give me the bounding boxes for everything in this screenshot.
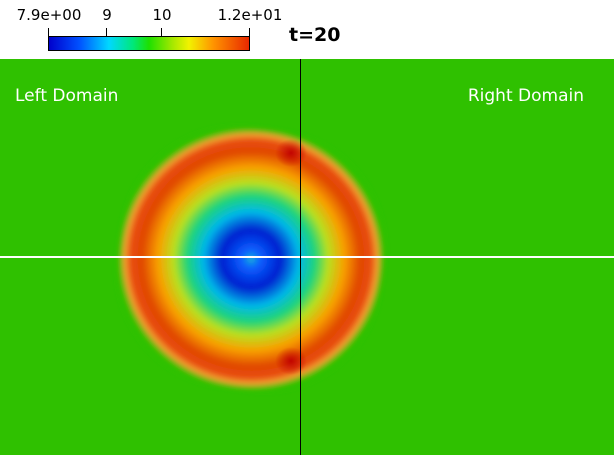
footer-margin xyxy=(0,455,614,476)
colorbar-tick-min: 7.9e+00 xyxy=(16,6,82,24)
right-domain-label: Right Domain xyxy=(467,86,584,106)
colorbar-header: 7.9e+00 9 10 1.2e+01 t=20 xyxy=(0,0,614,59)
colorbar-tick-max: 1.2e+01 xyxy=(217,6,283,24)
field-blob xyxy=(116,126,386,392)
colorbar-tick-9: 9 xyxy=(102,6,112,24)
colorbar-gradient xyxy=(48,36,250,51)
colorbar-tick-mark-10 xyxy=(161,28,162,36)
left-domain-label: Left Domain xyxy=(15,86,119,106)
hotspot-bottom xyxy=(275,347,307,375)
scalar-field-plot xyxy=(0,59,614,455)
hotspot-top xyxy=(275,139,307,167)
render-viewport[interactable]: Left Domain Right Domain xyxy=(0,59,614,455)
colorbar-tick-mark-max xyxy=(249,28,250,36)
colorbar-tick-10: 10 xyxy=(152,6,172,24)
colorbar-tick-mark-9 xyxy=(106,28,107,36)
time-label: t=20 xyxy=(289,24,341,46)
colorbar-tick-mark-min xyxy=(48,28,49,36)
